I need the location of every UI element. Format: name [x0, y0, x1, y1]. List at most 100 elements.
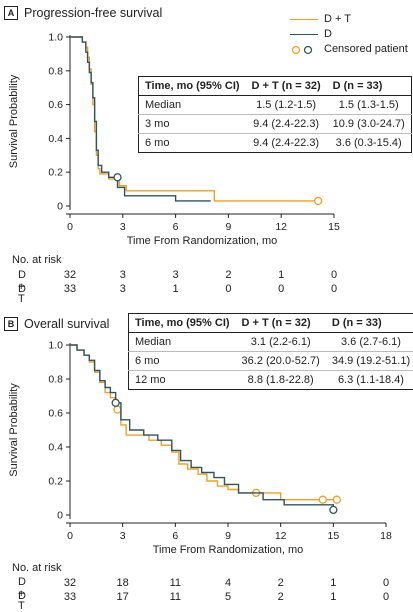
- x-axis-label: Time From Randomization, mo: [127, 235, 278, 247]
- x-tick-label: 15: [328, 221, 340, 233]
- risk-count-dt: 3: [111, 269, 135, 281]
- risk-count-dt: 2: [216, 269, 240, 281]
- os-summary-table: Time, mo (95% CI) D + T (n = 32) D (n = …: [128, 313, 413, 390]
- x-tick-label: 18: [380, 530, 392, 542]
- chart-legend: D + T D Censored patient: [290, 12, 408, 57]
- y-tick-label: 0.4: [48, 133, 63, 145]
- table-header: D + T (n = 32): [236, 314, 326, 333]
- y-axis-label: Survival Probability: [8, 383, 20, 477]
- risk-count-d: 33: [58, 591, 82, 603]
- risk-count-d: 0: [216, 283, 240, 295]
- table-row: 6 mo 9.4 (2.4-22.3) 3.6 (0.3-15.4): [139, 134, 412, 153]
- table-row: 6 mo 36.2 (20.0-52.7) 34.9 (19.2-51.1): [129, 352, 413, 371]
- table-header: Time, mo (95% CI): [139, 77, 246, 96]
- x-tick-label: 0: [67, 221, 73, 233]
- table-cell: 6 mo: [139, 134, 246, 153]
- legend-label-d: D: [324, 27, 332, 42]
- table-header: D + T (n = 32): [246, 77, 327, 96]
- censored-marker-dt: [319, 496, 326, 503]
- table-cell: 10.9 (3.0-24.7): [327, 115, 412, 134]
- censored-marker-dt: [333, 496, 340, 503]
- risk-count-d: 3: [111, 283, 135, 295]
- table-cell: 1.5 (1.2-1.5): [246, 96, 327, 115]
- table-cell: 3.1 (2.2-6.1): [236, 333, 326, 352]
- censored-marker-icon: [290, 44, 318, 56]
- table-cell: 12 mo: [129, 371, 236, 390]
- table-cell: 1.5 (1.3-1.5): [327, 96, 412, 115]
- risk-count-d: 11: [163, 591, 187, 603]
- censored-marker-d: [114, 174, 121, 181]
- table-cell: 6 mo: [129, 352, 236, 371]
- table-cell: 3.6 (2.7-6.1): [326, 333, 413, 352]
- risk-title: No. at risk: [12, 254, 62, 266]
- risk-count-d: 0: [374, 591, 398, 603]
- legend-label-dt: D + T: [324, 12, 351, 27]
- risk-title: No. at risk: [12, 562, 62, 574]
- table-cell: Median: [139, 96, 246, 115]
- y-tick-label: 0: [57, 510, 63, 522]
- censored-marker-d: [330, 506, 337, 513]
- censored-marker-dt: [315, 197, 322, 204]
- risk-count-d: 1: [164, 283, 188, 295]
- x-tick-label: 3: [120, 221, 126, 233]
- x-axis-label: Time From Randomization, mo: [153, 544, 304, 556]
- table-row: 3 mo 9.4 (2.4-22.3) 10.9 (3.0-24.7): [139, 115, 412, 134]
- risk-count-dt: 2: [269, 577, 293, 589]
- table-header: Time, mo (95% CI): [129, 314, 236, 333]
- risk-count-dt: 11: [163, 577, 187, 589]
- risk-count-dt: 4: [216, 577, 240, 589]
- y-axis-label: Survival Probability: [8, 74, 20, 168]
- risk-count-d: 1: [321, 591, 345, 603]
- risk-count-d: 0: [269, 283, 293, 295]
- legend-item-dt: D + T: [290, 12, 408, 27]
- x-tick-label: 0: [67, 530, 73, 542]
- legend-item-censored: Censored patient: [290, 42, 408, 57]
- table-row: Median 3.1 (2.2-6.1) 3.6 (2.7-6.1): [129, 333, 413, 352]
- risk-count-dt: 0: [322, 269, 346, 281]
- table-cell: 9.4 (2.4-22.3): [246, 115, 327, 134]
- table-cell: Median: [129, 333, 236, 352]
- y-tick-label: 1.0: [48, 340, 63, 352]
- risk-count-dt: 1: [321, 577, 345, 589]
- y-tick-label: 1.0: [48, 32, 63, 44]
- table-cell: 3 mo: [139, 115, 246, 134]
- table-cell: 3.6 (0.3-15.4): [327, 134, 412, 153]
- risk-count-d: 5: [216, 591, 240, 603]
- y-tick-label: 0.6: [48, 408, 63, 420]
- risk-count-dt: 32: [58, 577, 82, 589]
- x-tick-label: 9: [225, 530, 231, 542]
- risk-count-dt: 3: [164, 269, 188, 281]
- risk-count-d: 17: [111, 591, 135, 603]
- risk-count-d: 0: [322, 283, 346, 295]
- x-tick-label: 6: [173, 221, 179, 233]
- pfs-summary-table: Time, mo (95% CI) D + T (n = 32) D (n = …: [138, 76, 412, 153]
- table-row: 12 mo 8.8 (1.8-22.8) 6.3 (1.1-18.4): [129, 371, 413, 390]
- y-tick-label: 0.6: [48, 99, 63, 111]
- table-cell: 6.3 (1.1-18.4): [326, 371, 413, 390]
- x-tick-label: 15: [327, 530, 339, 542]
- x-tick-label: 12: [275, 530, 287, 542]
- risk-label-d: D: [18, 590, 26, 602]
- censored-marker-d: [112, 399, 119, 406]
- risk-count-dt: 32: [58, 269, 82, 281]
- table-cell: 9.4 (2.4-22.3): [246, 134, 327, 153]
- x-tick-label: 12: [275, 221, 287, 233]
- table-row: Median 1.5 (1.2-1.5) 1.5 (1.3-1.5): [139, 96, 412, 115]
- table-header: D (n = 33): [327, 77, 412, 96]
- y-tick-label: 0.8: [48, 65, 63, 77]
- risk-label-d: D: [18, 283, 26, 295]
- table-cell: 36.2 (20.0-52.7): [236, 352, 326, 371]
- y-tick-label: 0.8: [48, 374, 63, 386]
- table-header-row: Time, mo (95% CI) D + T (n = 32) D (n = …: [129, 314, 413, 333]
- x-tick-label: 3: [120, 530, 126, 542]
- table-cell: 8.8 (1.8-22.8): [236, 371, 326, 390]
- legend-swatch-dt: [290, 19, 318, 20]
- risk-count-d: 33: [58, 283, 82, 295]
- x-tick-label: 9: [225, 221, 231, 233]
- table-header: D (n = 33): [326, 314, 413, 333]
- legend-swatch-d: [290, 34, 318, 35]
- risk-count-dt: 1: [269, 269, 293, 281]
- y-tick-label: 0.2: [48, 476, 63, 488]
- risk-count-dt: 0: [374, 577, 398, 589]
